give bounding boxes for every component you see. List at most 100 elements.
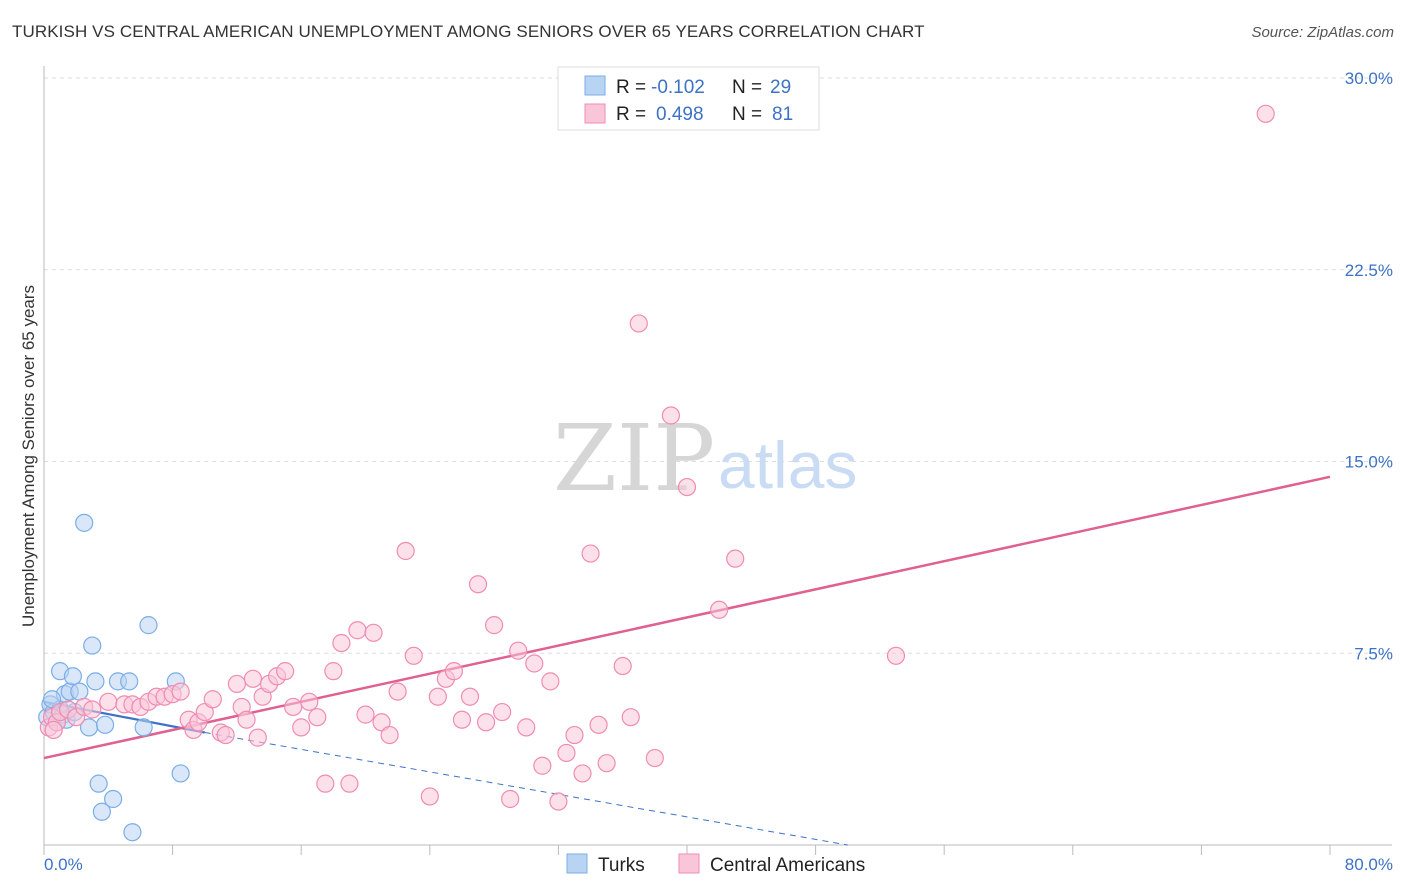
point-central-americans-40	[340, 774, 359, 793]
point-central-americans-77	[677, 477, 697, 497]
point-central-americans-47	[396, 541, 415, 561]
y-tick-labels: 7.5% 15.0% 22.5% 30.0%	[1345, 69, 1393, 663]
x-tick-label-min: 0.0%	[44, 855, 83, 874]
point-central-americans-21	[203, 690, 222, 709]
point-turks-15	[86, 672, 105, 691]
point-central-americans-59	[501, 789, 520, 809]
point-central-americans-58	[493, 702, 512, 722]
point-turks-22	[123, 823, 142, 842]
point-turks-11	[70, 682, 89, 701]
point-central-americans-41	[348, 621, 367, 640]
point-central-americans-32	[276, 662, 295, 681]
trend-line-turks-extrapolated	[204, 732, 848, 846]
legend-r-label-1: R =	[616, 77, 646, 98]
point-central-americans-44	[372, 713, 391, 732]
point-central-americans-45	[380, 725, 399, 745]
point-central-americans-23	[216, 725, 235, 745]
legend-n-label-2: N =	[732, 104, 762, 125]
point-central-americans-69	[581, 544, 600, 563]
bottom-legend-label-central-americans: Central Americans	[710, 855, 865, 876]
y-tick-label-3: 30.0%	[1345, 69, 1393, 88]
legend-r-value-2: 0.498	[656, 104, 704, 125]
point-turks-18	[95, 715, 115, 734]
legend-n-value-2: 81	[772, 104, 793, 125]
point-central-americans-72	[613, 656, 632, 676]
legend-r-label-2: R =	[616, 104, 646, 125]
point-central-americans-53	[452, 710, 472, 729]
point-turks-12	[75, 513, 94, 532]
bottom-legend-label-turks: Turks	[598, 855, 645, 876]
point-central-americans-34	[292, 718, 311, 737]
point-turks-19	[104, 789, 123, 809]
point-turks-26	[171, 764, 190, 783]
point-central-americans-54	[460, 687, 480, 706]
point-central-americans-63	[533, 756, 552, 775]
point-central-americans-73	[621, 708, 640, 727]
series-legend: Turks Central Americans	[566, 853, 865, 876]
point-central-americans-56	[476, 713, 496, 732]
point-central-americans-42	[356, 705, 375, 724]
data-points	[38, 104, 1275, 842]
legend-n-value-1: 29	[770, 77, 791, 98]
point-central-americans-49	[420, 787, 439, 806]
point-turks-14	[83, 636, 102, 655]
point-turks-16	[89, 774, 108, 793]
gridlines	[44, 77, 1392, 654]
point-central-americans-43	[364, 623, 383, 642]
point-central-americans-76	[661, 406, 681, 425]
point-central-americans-68	[573, 764, 592, 783]
point-central-americans-38	[324, 662, 343, 681]
watermark-zip: ZIP	[553, 405, 715, 512]
point-central-americans-79	[726, 549, 745, 568]
trend-line-central-americans	[43, 475, 1331, 760]
point-central-americans-65	[549, 792, 568, 811]
x-tick-label-max: 80.0%	[1345, 855, 1393, 874]
y-tick-label-1: 15.0%	[1345, 453, 1393, 472]
point-central-americans-28	[248, 728, 267, 747]
y-tick-label-2: 22.5%	[1345, 261, 1393, 280]
point-central-americans-62	[525, 654, 544, 673]
point-central-americans-46	[388, 682, 407, 701]
point-turks-10	[63, 667, 83, 686]
point-central-americans-66	[557, 743, 576, 763]
point-central-americans-7	[83, 700, 102, 719]
point-central-americans-74	[629, 314, 648, 333]
bottom-legend-swatch-central-americans	[678, 853, 700, 874]
bottom-legend-swatch-turks	[566, 853, 588, 874]
point-central-americans-26	[237, 710, 256, 729]
point-central-americans-82	[44, 720, 63, 740]
chart-title: TURKISH VS CENTRAL AMERICAN UNEMPLOYMENT…	[12, 22, 925, 41]
y-tick-label-0: 7.5%	[1354, 644, 1393, 663]
legend-n-label-1: N =	[732, 77, 762, 98]
correlation-legend: R = -0.102 N = 29 R = 0.498 N = 81	[557, 66, 820, 131]
point-central-americans-81	[1256, 104, 1275, 123]
point-central-americans-80	[886, 646, 906, 665]
point-central-americans-20	[195, 702, 214, 722]
point-central-americans-57	[485, 616, 504, 635]
point-central-americans-35	[300, 692, 319, 711]
x-tick-labels: 0.0% 80.0%	[44, 855, 1393, 874]
point-central-americans-60	[509, 641, 528, 660]
point-turks-23	[134, 718, 153, 737]
y-axis-label: Unemployment Among Seniors over 65 years	[19, 285, 38, 627]
point-turks-17	[92, 802, 111, 821]
point-central-americans-16	[171, 682, 190, 701]
legend-r-value-1: -0.102	[651, 77, 705, 98]
point-central-americans-39	[332, 633, 351, 653]
point-central-americans-55	[468, 575, 488, 594]
watermark: ZIP atlas	[553, 405, 857, 512]
point-turks-21	[120, 672, 139, 691]
point-central-americans-27	[243, 669, 263, 688]
watermark-atlas: atlas	[718, 428, 857, 502]
point-turks-24	[139, 616, 158, 635]
point-central-americans-36	[308, 708, 327, 727]
point-central-americans-70	[589, 715, 608, 734]
point-central-americans-24	[227, 674, 246, 694]
point-central-americans-37	[316, 774, 335, 793]
point-central-americans-50	[428, 687, 447, 706]
point-central-americans-8	[99, 692, 118, 711]
point-central-americans-61	[517, 718, 536, 737]
point-central-americans-64	[541, 672, 560, 691]
point-central-americans-48	[404, 646, 423, 665]
